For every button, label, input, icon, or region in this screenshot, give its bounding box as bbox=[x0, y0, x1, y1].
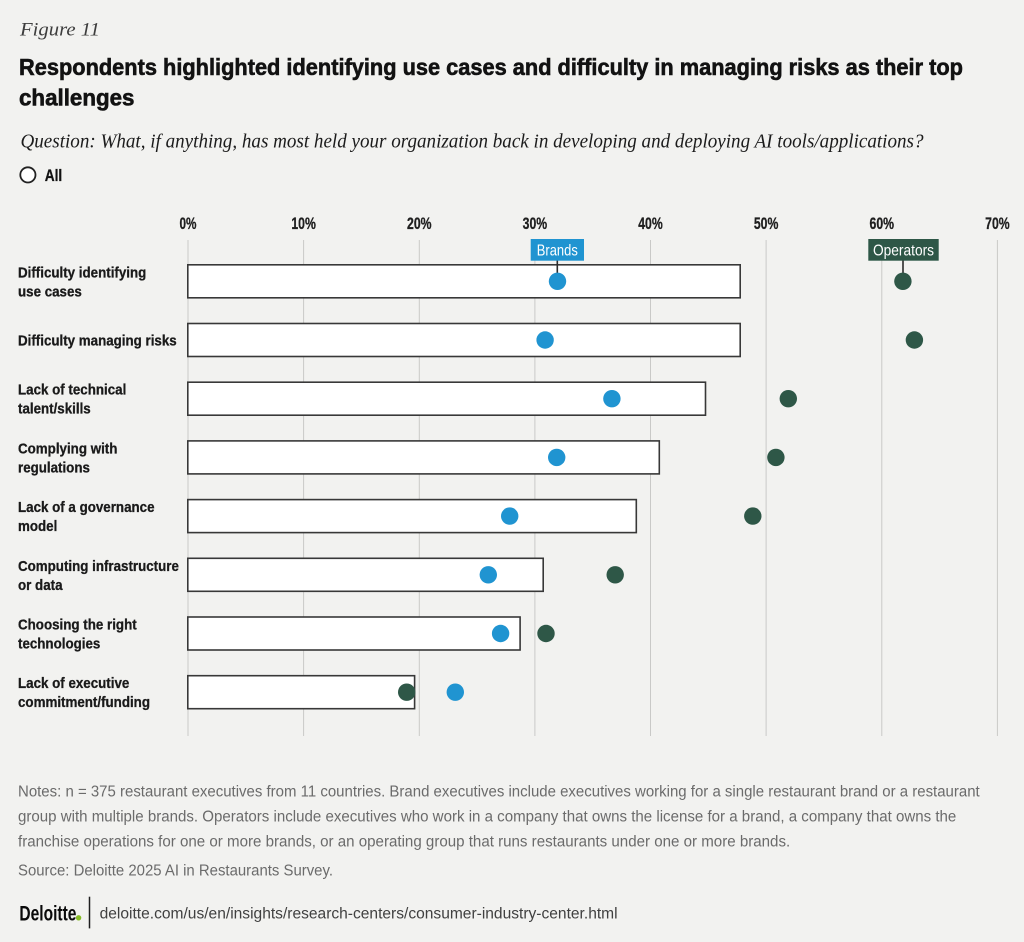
svg-text:or data: or data bbox=[18, 577, 63, 594]
svg-text:Lack of a governance: Lack of a governance bbox=[18, 499, 155, 516]
svg-text:Choosing the right: Choosing the right bbox=[18, 617, 137, 634]
svg-text:Question: What, if anything, h: Question: What, if anything, has most he… bbox=[21, 130, 924, 152]
svg-text:10%: 10% bbox=[291, 215, 316, 233]
svg-text:Source: Deloitte 2025 AI in Re: Source: Deloitte 2025 AI in Restaurants … bbox=[18, 863, 333, 880]
svg-text:Brands: Brands bbox=[537, 242, 578, 259]
svg-text:Lack of executive: Lack of executive bbox=[18, 675, 129, 692]
svg-text:All: All bbox=[45, 166, 63, 185]
svg-text:commitment/funding: commitment/funding bbox=[18, 694, 150, 711]
svg-text:70%: 70% bbox=[985, 215, 1010, 233]
svg-text:technologies: technologies bbox=[18, 636, 100, 653]
svg-text:Operators: Operators bbox=[873, 242, 934, 259]
svg-text:Figure 11: Figure 11 bbox=[19, 20, 100, 41]
svg-text:Respondents highlighted identi: Respondents highlighted identifying use … bbox=[19, 54, 963, 80]
svg-text:60%: 60% bbox=[870, 215, 895, 233]
svg-text:40%: 40% bbox=[638, 215, 663, 233]
svg-text:franchise operations for one o: franchise operations for one or more bra… bbox=[18, 833, 790, 850]
svg-text:20%: 20% bbox=[407, 215, 432, 233]
svg-text:challenges: challenges bbox=[19, 85, 135, 111]
svg-text:deloitte.com/us/en/insights/re: deloitte.com/us/en/insights/research-cen… bbox=[100, 905, 618, 922]
svg-text:model: model bbox=[18, 518, 57, 535]
svg-text:Difficulty identifying: Difficulty identifying bbox=[18, 264, 146, 281]
svg-text:regulations: regulations bbox=[18, 459, 90, 476]
svg-text:Computing infrastructure: Computing infrastructure bbox=[18, 558, 179, 575]
svg-text:Notes: n = 375 restaurant exec: Notes: n = 375 restaurant executives fro… bbox=[18, 784, 980, 801]
svg-text:Complying with: Complying with bbox=[18, 440, 117, 457]
svg-text:Lack of technical: Lack of technical bbox=[18, 382, 126, 399]
svg-text:use cases: use cases bbox=[18, 283, 82, 300]
svg-text:0%: 0% bbox=[180, 215, 197, 233]
svg-text:group with multiple brands. Op: group with multiple brands. Operators in… bbox=[18, 808, 956, 825]
svg-text:Deloitte: Deloitte bbox=[19, 902, 76, 925]
svg-text:30%: 30% bbox=[523, 215, 548, 233]
svg-text:Difficulty managing risks: Difficulty managing risks bbox=[18, 333, 177, 350]
svg-text:50%: 50% bbox=[754, 215, 779, 233]
svg-text:talent/skills: talent/skills bbox=[18, 401, 91, 418]
